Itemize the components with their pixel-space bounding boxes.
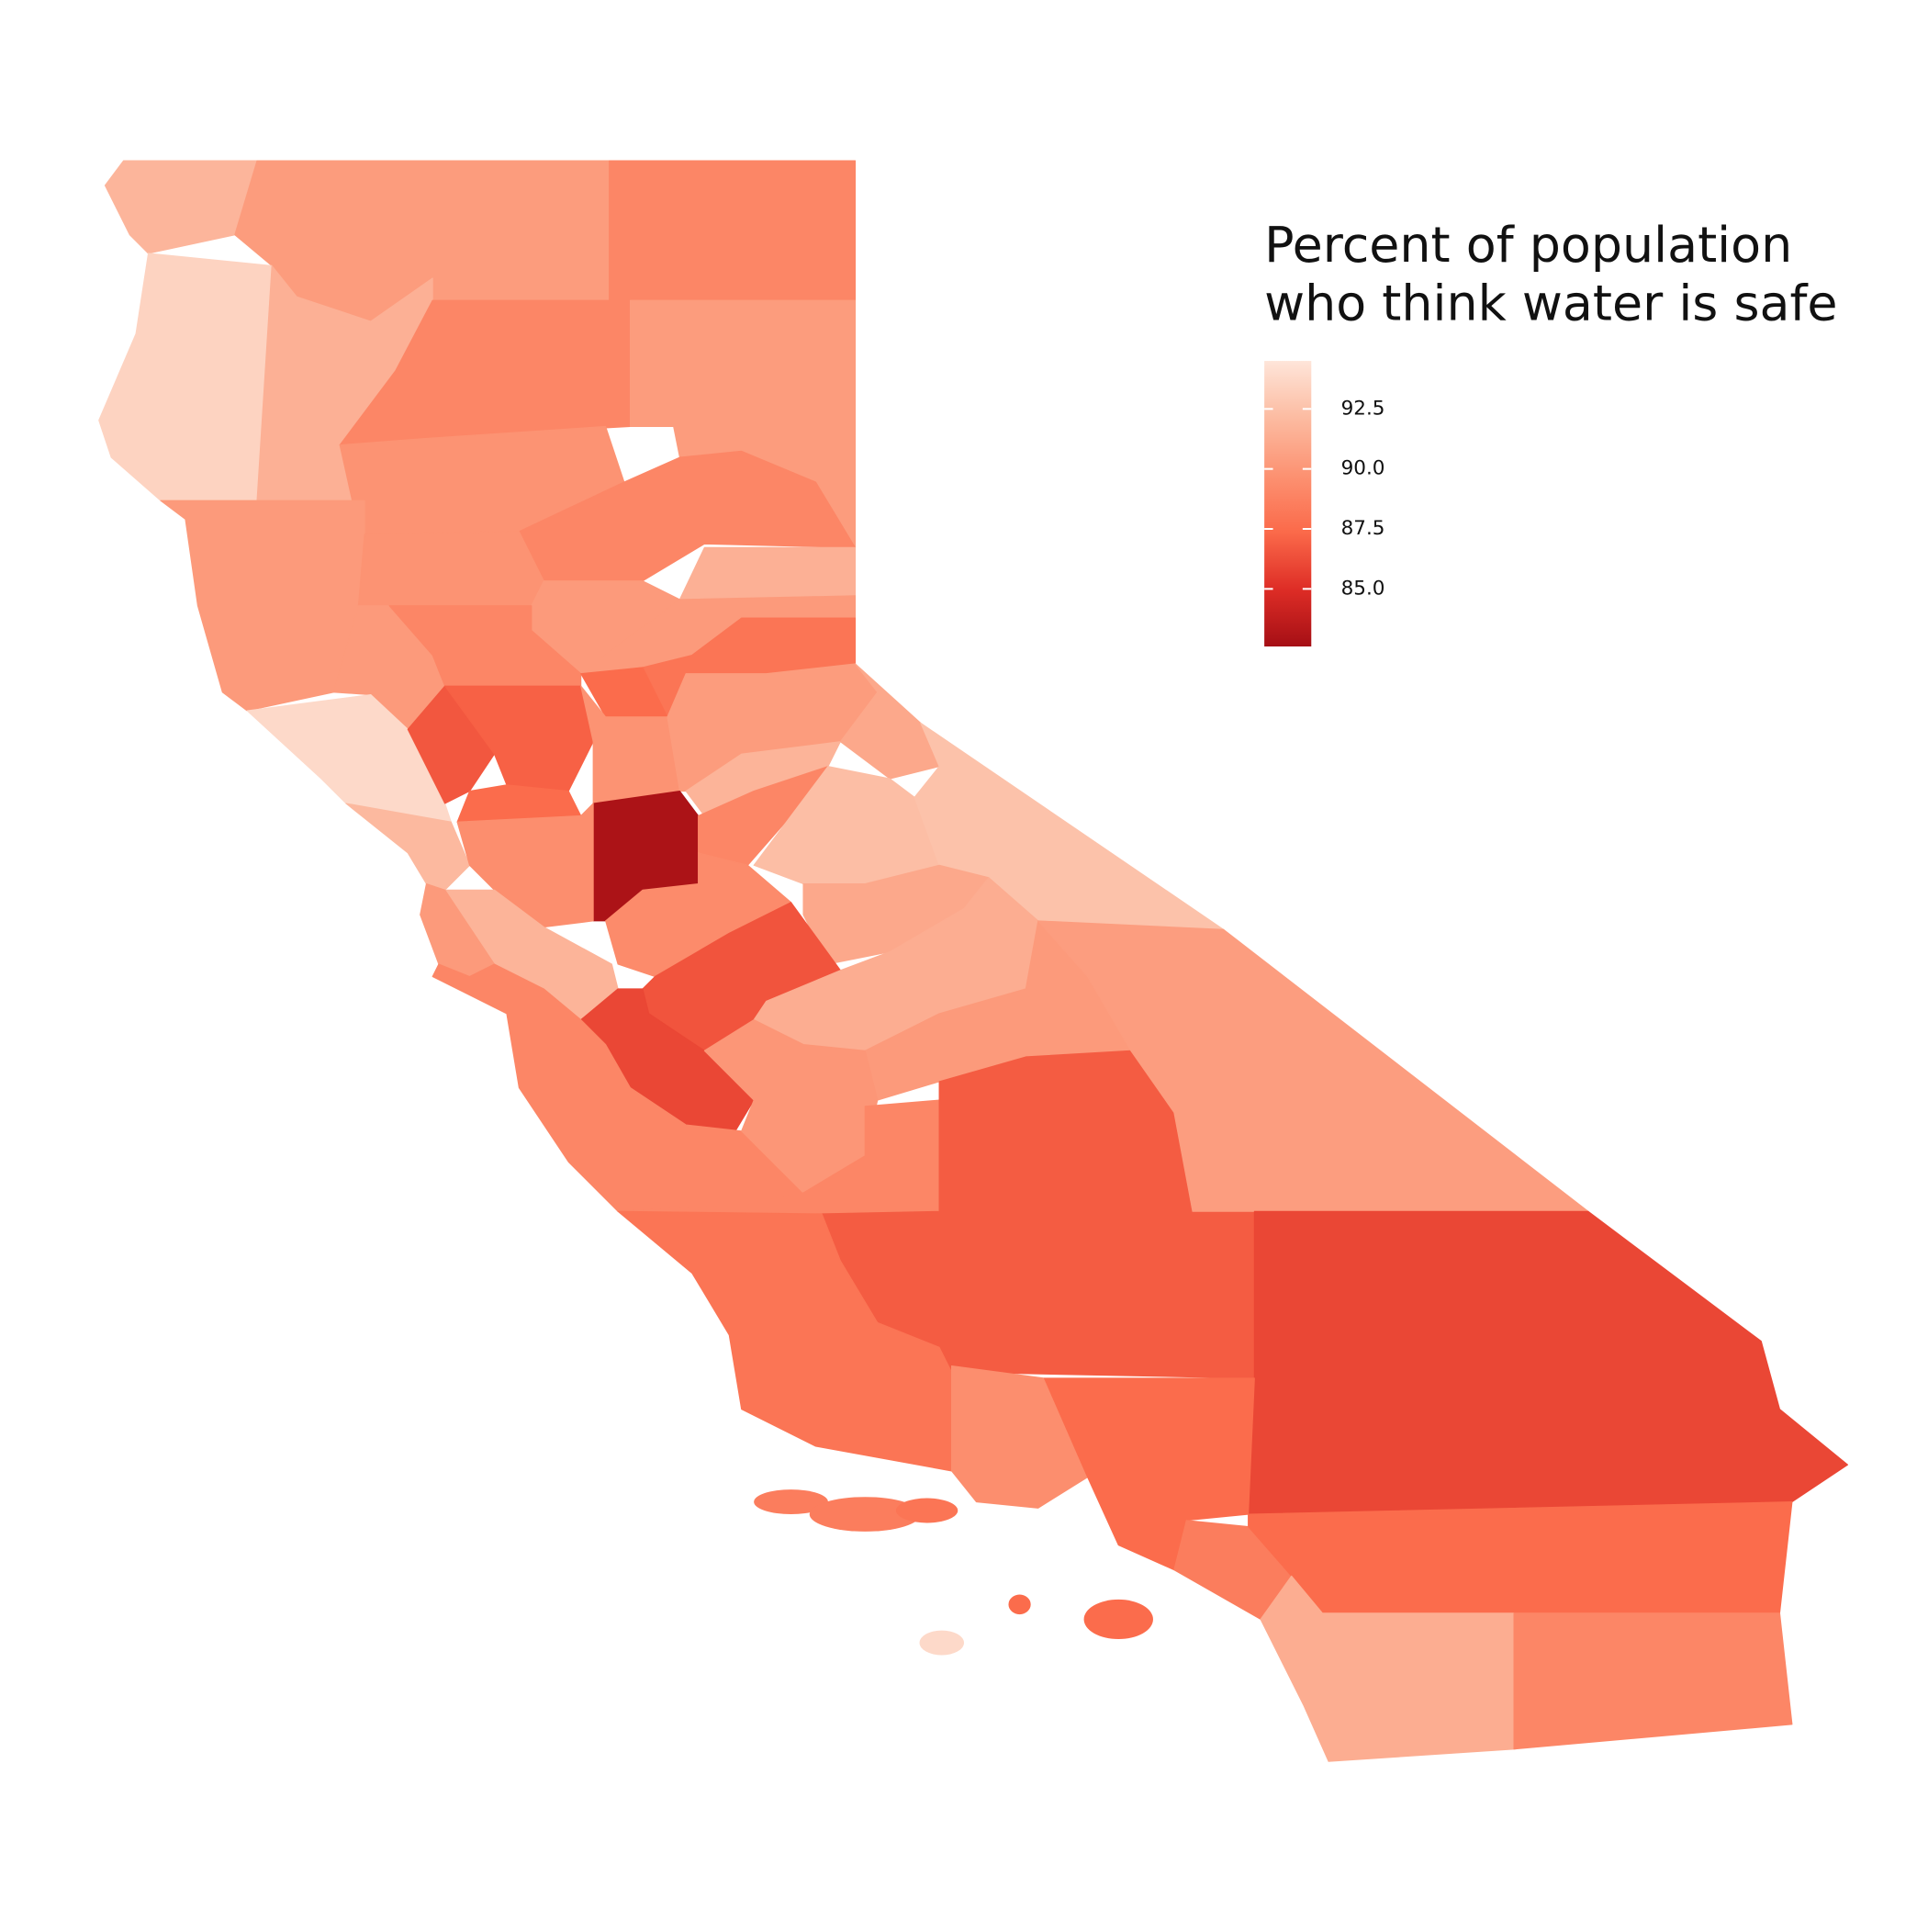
counties bbox=[98, 160, 1849, 1762]
region bbox=[1083, 1599, 1153, 1639]
colorbar-tick-label: 87.5 bbox=[1341, 517, 1385, 540]
county bbox=[345, 803, 471, 891]
legend-title: Percent of population bbox=[1264, 216, 1792, 274]
county bbox=[357, 531, 544, 607]
county bbox=[1248, 1501, 1793, 1614]
county bbox=[160, 500, 365, 712]
region bbox=[1008, 1594, 1031, 1615]
colorbar-tick-label: 92.5 bbox=[1341, 397, 1385, 420]
county bbox=[1248, 1210, 1849, 1515]
county bbox=[678, 546, 857, 601]
colorbar-tick-label: 90.0 bbox=[1341, 457, 1385, 480]
colorbar bbox=[1264, 361, 1312, 647]
county bbox=[605, 852, 792, 977]
county bbox=[246, 694, 452, 823]
county bbox=[98, 253, 273, 501]
region bbox=[809, 1497, 921, 1532]
region bbox=[895, 1498, 958, 1523]
county bbox=[104, 160, 258, 254]
region bbox=[919, 1630, 964, 1656]
region bbox=[754, 1489, 828, 1515]
legend-title: who think water is safe bbox=[1264, 274, 1837, 331]
legend: Percent of population who think water is… bbox=[1264, 216, 1838, 647]
county bbox=[407, 685, 495, 804]
colorbar-tick-label: 85.0 bbox=[1341, 577, 1385, 600]
county bbox=[1037, 920, 1589, 1212]
county bbox=[1513, 1612, 1793, 1750]
county bbox=[388, 605, 582, 687]
county bbox=[609, 160, 857, 301]
county bbox=[456, 803, 594, 928]
